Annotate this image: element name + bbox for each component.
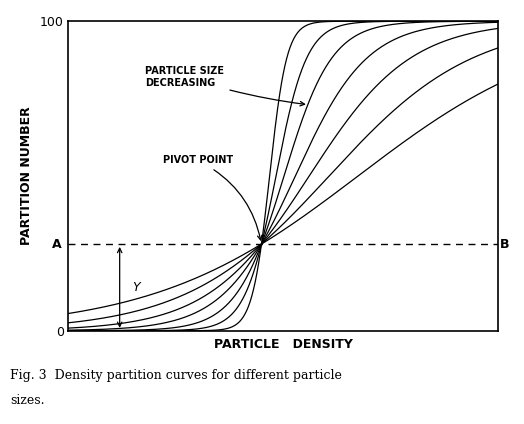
X-axis label: PARTICLE   DENSITY: PARTICLE DENSITY bbox=[213, 338, 353, 351]
Text: Y: Y bbox=[133, 281, 140, 294]
Text: PARTICLE SIZE
DECREASING: PARTICLE SIZE DECREASING bbox=[146, 66, 304, 106]
Text: A: A bbox=[52, 237, 62, 251]
Text: B: B bbox=[500, 237, 509, 251]
Y-axis label: PARTITION NUMBER: PARTITION NUMBER bbox=[20, 106, 33, 245]
Text: sizes.: sizes. bbox=[10, 394, 45, 407]
Text: Fig. 3  Density partition curves for different particle: Fig. 3 Density partition curves for diff… bbox=[10, 369, 342, 382]
Text: PIVOT POINT: PIVOT POINT bbox=[162, 156, 262, 240]
